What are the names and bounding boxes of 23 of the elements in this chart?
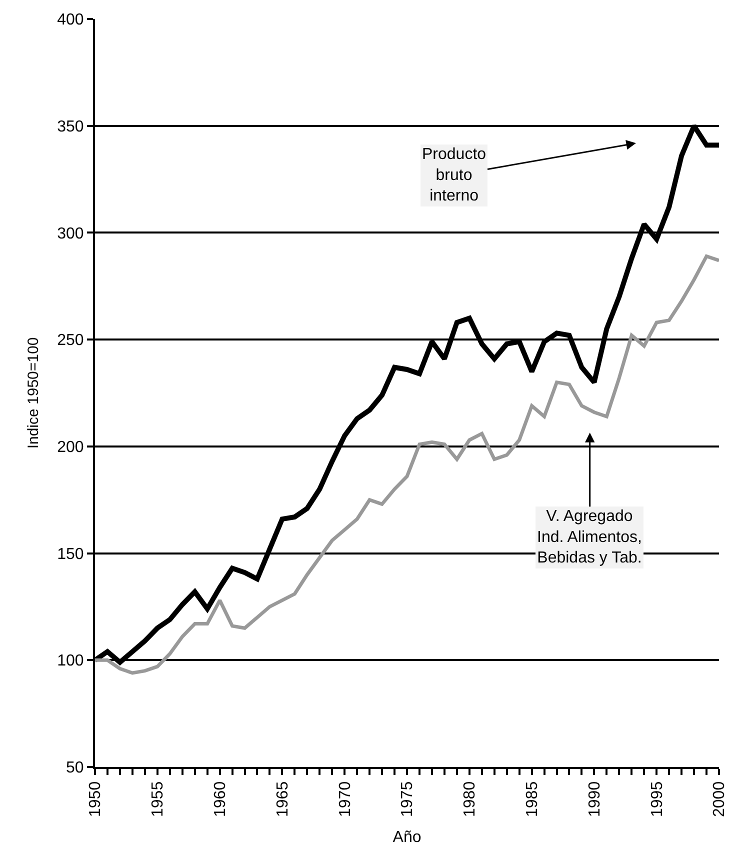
x-axis-title: Año [392, 829, 422, 846]
annotation: V. Agregado Ind. Alimentos, Bebidas y Tab. [537, 508, 642, 567]
x-tick-label: 1980 [462, 781, 479, 817]
y-tick-label: 250 [57, 332, 84, 350]
y-tick-label: 150 [57, 546, 84, 563]
x-tick-label: 1975 [399, 781, 416, 817]
x-tick-label: 1950 [87, 781, 104, 817]
y-tick-label: 50 [66, 760, 84, 777]
x-tick-label: 1955 [150, 781, 167, 817]
x-tick-label: 1965 [274, 781, 292, 817]
x-tick-label: 1995 [648, 781, 666, 817]
x-tick-label: 1960 [212, 781, 229, 817]
x-tick-label: 1985 [524, 781, 541, 817]
y-tick-label: 350 [57, 118, 84, 136]
x-tick-label: 1970 [336, 781, 354, 817]
y-tick-label: 400 [57, 12, 84, 29]
x-tick-label: 2000 [711, 781, 728, 817]
annotation: Producto bruto interno [422, 146, 486, 205]
y-tick-label: 100 [57, 652, 84, 670]
x-tick-label: 1990 [586, 781, 604, 817]
y-axis-title: Indice 1950=100 [24, 337, 42, 449]
y-tick-label: 300 [57, 225, 84, 242]
y-tick-label: 200 [57, 439, 84, 456]
